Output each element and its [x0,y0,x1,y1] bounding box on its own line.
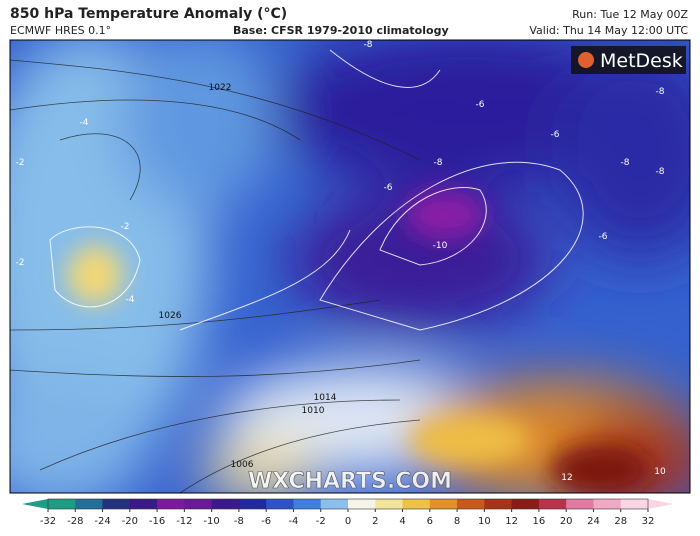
contour-label: 1022 [209,83,232,93]
colorbar-tick-label: -6 [261,516,271,527]
colorbar-tick-label: 12 [505,516,518,527]
contour-label: -8 [656,87,665,97]
colorbar-tick-label: 8 [454,516,460,527]
contour-label: -8 [364,40,373,50]
colorbar-tick-label: -10 [203,516,219,527]
colorbar-tick-label: 4 [399,516,405,527]
contour-label: -2 [121,222,130,232]
watermark: WXCHARTS.COM [248,469,452,494]
contour-label: 10 [654,467,666,477]
contour-label: -6 [384,183,393,193]
colorbar-segment [238,499,267,509]
anomaly-field [10,40,690,493]
contour-label: 12 [561,473,572,483]
colorbar-tick-label: -20 [122,516,138,527]
colorbar-segment [184,499,213,509]
colorbar-segment [457,499,485,509]
colorbar-tick-label: -4 [288,516,298,527]
contour-label: 1014 [314,393,337,403]
isotherms [49,49,584,331]
valid: Valid: Thu 14 May 12:00 UTC [529,24,688,37]
contour-label: -6 [599,232,608,242]
contour-label: -10 [433,241,448,251]
logo-icon [578,52,594,68]
colorbar-segment [429,499,458,509]
colorbar-segment [102,499,131,509]
isobars [10,59,421,493]
logo: MetDesk [600,50,683,72]
colorbar-tick-label: -8 [234,516,244,527]
colorbar-tick-label: 0 [345,516,351,527]
colorbar-segment [48,499,76,509]
colorbar-tick-label: 20 [560,516,573,527]
contour-label: -4 [80,118,89,128]
colorbar-segment [266,499,294,509]
colorbar-segment [293,499,322,509]
colorbar-segment [348,499,376,509]
contour-label: 1006 [231,460,254,470]
colorbar-tick-label: 2 [372,516,378,527]
title: 850 hPa Temperature Anomaly (°C) [10,6,288,22]
colorbar-segment [484,499,513,509]
colorbar-tick-label: -16 [149,516,165,527]
colorbar-segment [211,499,240,509]
colorbar-tick-label: 6 [427,516,433,527]
colorbar-tick-label: -24 [94,516,110,527]
contour-label: 1026 [159,311,182,321]
contour-label: -2 [16,158,25,168]
contour-label: -4 [126,295,135,305]
contour-label: -8 [656,167,665,177]
colorbar-segment [402,499,431,509]
colorbar-segment [620,499,649,509]
contour-label: -6 [551,130,560,140]
colorbar-end-high [648,499,674,509]
contour-label: -6 [476,100,485,110]
colorbar-tick-label: -32 [40,516,56,527]
colorbar-segment [320,499,349,509]
colorbar-segment [538,499,567,509]
colorbar-end-low [22,499,48,509]
contour-label: -8 [621,158,630,168]
colorbar-tick-label: -12 [176,516,192,527]
colorbar-segment [566,499,594,509]
run: Run: Tue 12 May 00Z [572,8,688,21]
colorbar-segment [593,499,622,509]
model: ECMWF HRES 0.1° [10,24,112,37]
colorbar-tick-label: 16 [533,516,546,527]
map-frame [9,39,691,494]
contour-label: 1010 [302,406,325,416]
colorbar-segment [375,499,404,509]
colorbar-tick-label: 28 [614,516,627,527]
colorbar-segment [157,499,185,509]
colorbar-tick-label: 10 [478,516,491,527]
colorbar-tick-label: -2 [316,516,326,527]
colorbar-tick-label: -28 [67,516,83,527]
colorbar-segment [75,499,104,509]
colorbar-tick-label: 24 [587,516,600,527]
colorbar-tick-label: 32 [642,516,655,527]
base: Base: CFSR 1979-2010 climatology [233,24,449,37]
contour-label: -2 [16,258,25,268]
colorbar-segment [511,499,540,509]
contour-label: -8 [434,158,443,168]
colorbar-segment [129,499,158,509]
